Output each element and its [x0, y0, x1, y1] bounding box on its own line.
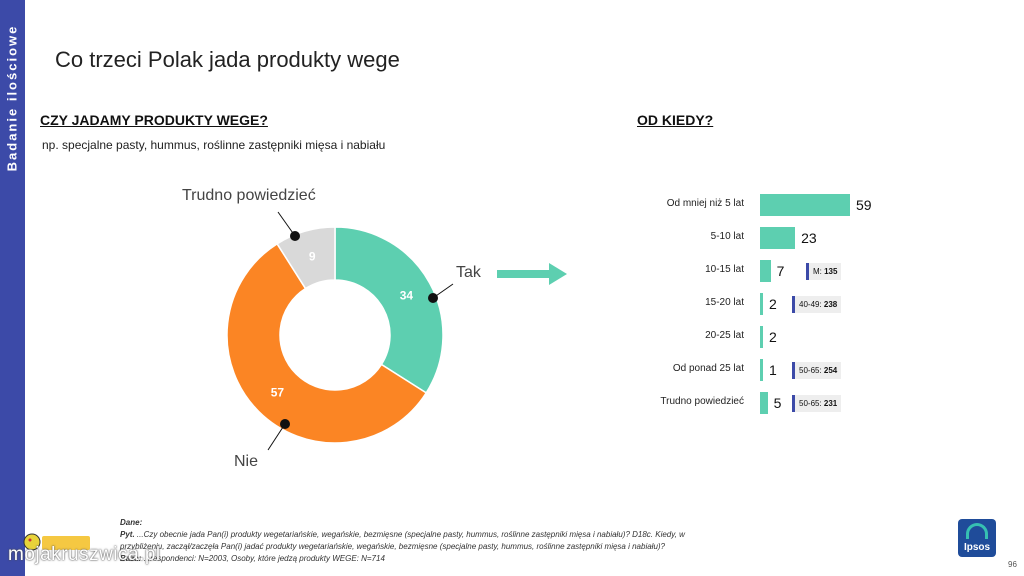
footnote-question-label: Pyt.: [120, 530, 135, 539]
base-badge-value: 231: [823, 399, 838, 408]
base-badge: 50-65: 231: [792, 395, 842, 412]
right-section-title: OD KIEDY?: [637, 112, 714, 128]
leader-line-tak: [432, 283, 454, 299]
footnote: Dane: Pyt. ...Czy obecnie jada Pan(i) pr…: [120, 517, 810, 565]
ipsos-logo: Ipsos: [958, 519, 996, 557]
footnote-question: ...Czy obecnie jada Pan(i) produkty wege…: [136, 530, 685, 539]
bar: [760, 260, 771, 282]
base-badge-label: 50-65:: [799, 366, 824, 375]
base-badge: 50-65: 254: [792, 362, 842, 379]
bar-category-label: Od ponad 25 lat: [672, 363, 744, 374]
page-title: Co trzeci Polak jada produkty wege: [55, 47, 400, 72]
base-badge: M: 135: [806, 263, 842, 280]
page-number: 96: [1008, 560, 1017, 569]
bar-value-label: 23: [801, 230, 817, 246]
base-badge: 40-49: 238: [792, 296, 842, 313]
leader-line-nie: [267, 423, 286, 451]
logo-text: Ipsos: [963, 542, 991, 553]
bar-value-label: 59: [856, 197, 872, 213]
donut-value-tak: 34: [400, 289, 414, 303]
leader-dot-trudno: [290, 231, 300, 241]
bar: [760, 326, 764, 348]
donut-value-nie: 57: [271, 386, 285, 400]
footnote-base: ...respondenci: N=2003, Osoby, które jed…: [143, 554, 385, 563]
base-badge-value: 238: [823, 300, 838, 309]
bar-category-label: 5-10 lat: [710, 231, 744, 242]
right-arrow-icon: [497, 263, 569, 290]
bar-value-label: 7: [776, 263, 785, 279]
ladybug-icon: [22, 530, 92, 557]
donut-value-trudno: 9: [309, 250, 316, 264]
donut-label-nie: Nie: [234, 453, 259, 470]
base-badge-value: 254: [823, 366, 838, 375]
bar: [760, 359, 763, 381]
side-label: Badanie ilościowe: [4, 24, 20, 172]
bar: [760, 194, 850, 216]
bar-category-label: 15-20 lat: [705, 297, 744, 308]
donut-slice-tak: [334, 226, 444, 394]
bar: [760, 227, 796, 249]
base-badge-label: 50-65:: [799, 399, 824, 408]
footnote-data-label: Dane:: [120, 518, 143, 527]
donut-label-trudno: Trudno powiedzieć: [182, 187, 316, 204]
side-band: Badanie ilościowe: [0, 0, 25, 576]
left-section-subtitle: np. specjalne pasty, hummus, roślinne za…: [42, 138, 386, 152]
footnote-question-cont: przybliżeniu, zaczął/zaczęła Pan(i) jada…: [120, 542, 666, 551]
donut-slice-trudno: [276, 226, 336, 290]
bar-value-label: 5: [773, 395, 782, 411]
bar: [760, 293, 764, 315]
bar-value-label: 1: [769, 362, 777, 378]
base-badge-value: 135: [824, 267, 838, 276]
bar-category-label: 20-25 lat: [705, 330, 744, 341]
donut-slice-nie: [226, 242, 428, 444]
footnote-base-label: Baza:: [120, 554, 142, 563]
leader-dot-tak: [428, 293, 438, 303]
leader-line-trudno: [277, 211, 296, 237]
left-section-title: CZY JADAMY PRODUKTY WEGE?: [40, 112, 268, 128]
bar-category-label: Trudno powiedzieć: [660, 396, 744, 407]
watermark: mojakruszwica.pl: [8, 544, 161, 565]
bar-value-label: 2: [769, 296, 777, 312]
bar: [760, 392, 768, 414]
leader-dot-nie: [280, 419, 290, 429]
donut-label-tak: Tak: [456, 264, 481, 281]
base-badge-label: 40-49:: [799, 300, 824, 309]
base-badge-label: M:: [813, 267, 825, 276]
bar-category-label: 10-15 lat: [705, 264, 744, 275]
bar-value-label: 2: [769, 329, 777, 345]
bar-category-label: Od mniej niż 5 lat: [666, 198, 744, 209]
